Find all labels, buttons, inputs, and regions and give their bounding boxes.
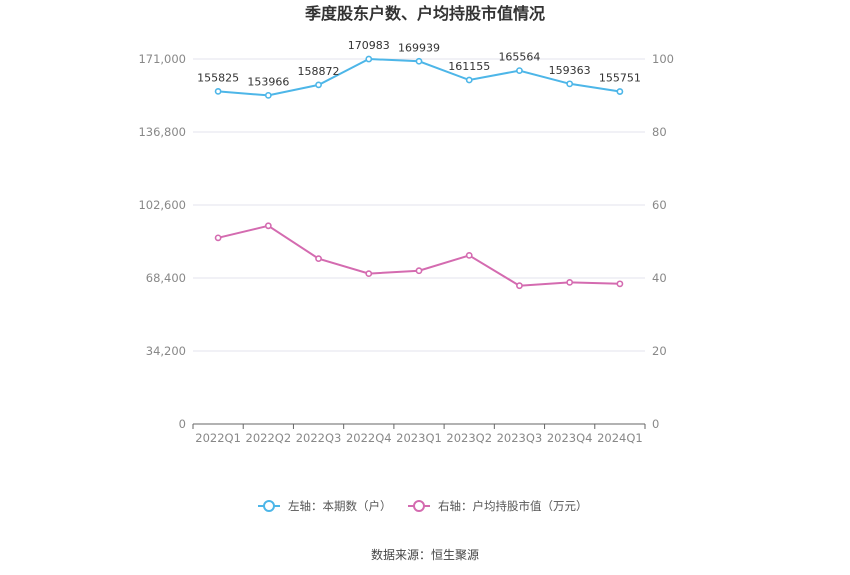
right-axis-tick-label: 20 <box>652 344 667 358</box>
data-point-right[interactable] <box>365 270 373 278</box>
data-point-right[interactable] <box>315 255 322 263</box>
data-label: 155751 <box>599 72 641 85</box>
data-point-right[interactable] <box>465 251 473 259</box>
grid-layer <box>193 58 645 352</box>
data-label: 153966 <box>247 75 289 88</box>
right-axis-tick-label: 80 <box>652 125 667 139</box>
data-point-left[interactable] <box>566 80 574 88</box>
data-label: 155825 <box>197 71 239 84</box>
data-label: 170983 <box>348 39 390 52</box>
data-label: 159363 <box>549 64 591 77</box>
data-point-right[interactable] <box>566 278 574 286</box>
left-axis-tick-label: 34,200 <box>146 344 186 358</box>
x-axis-tick-label: 2023Q1 <box>396 431 442 445</box>
label-layer: 155825 153966 158872 170983 169939 161155 1655… <box>197 39 641 88</box>
data-point-right[interactable] <box>214 234 222 242</box>
data-label: 158872 <box>298 65 340 78</box>
x-axis-tick-label: 2022Q2 <box>246 431 292 445</box>
legend[interactable]: 左轴：本期数（户） 右轴：户均持股市值（万元） <box>258 499 588 513</box>
left-axis-tick-label: 171,000 <box>138 52 186 66</box>
series-line-right <box>217 224 620 287</box>
x-axis-tick-label: 2023Q4 <box>547 431 593 445</box>
right-axis-tick-label: 0 <box>652 417 659 431</box>
legend-swatch-marker <box>413 500 425 512</box>
data-point-left[interactable] <box>365 55 373 63</box>
data-label: 161155 <box>448 60 490 73</box>
x-axis-tick-label: 2024Q1 <box>597 431 643 445</box>
x-axis-tick-label: 2023Q3 <box>497 431 543 445</box>
data-point-left[interactable] <box>516 67 523 75</box>
right-axis-tick-label: 100 <box>652 52 674 66</box>
chart-title: 季度股东户数、户均持股市值情况 <box>304 4 545 23</box>
data-point-right[interactable] <box>616 280 624 288</box>
x-axis-tick-label: 2023Q2 <box>446 431 492 445</box>
data-point-left[interactable] <box>415 57 423 65</box>
axis-layer: 0 34,200 68,400 102,600 136,800 171,000 0 20 40 6… <box>138 52 674 445</box>
series-layer <box>214 55 624 290</box>
legend-entry-label[interactable]: 右轴：户均持股市值（万元） <box>438 499 588 513</box>
right-axis-tick-label: 40 <box>652 271 667 285</box>
x-axis-tick-label: 2022Q3 <box>296 431 342 445</box>
left-axis-tick-label: 136,800 <box>138 125 186 139</box>
data-point-right[interactable] <box>415 267 423 275</box>
data-point-left[interactable] <box>315 81 322 89</box>
data-label: 169939 <box>398 41 440 54</box>
data-point-right[interactable] <box>264 222 272 230</box>
left-axis-tick-label: 0 <box>179 417 186 431</box>
right-axis-tick-label: 60 <box>652 198 667 212</box>
x-axis-tick-label: 2022Q4 <box>346 431 392 445</box>
data-point-left[interactable] <box>465 76 473 84</box>
legend-entry-label[interactable]: 左轴：本期数（户） <box>288 499 392 513</box>
legend-swatch-marker <box>263 500 275 512</box>
data-point-left[interactable] <box>616 88 624 95</box>
left-axis-tick-label: 68,400 <box>146 271 186 285</box>
data-point-right[interactable] <box>516 282 523 290</box>
data-point-left[interactable] <box>264 91 272 99</box>
source-note: 数据来源：恒生聚源 <box>371 547 479 562</box>
data-label: 165564 <box>498 51 540 64</box>
x-axis-tick-label: 2022Q1 <box>195 431 241 445</box>
data-point-left[interactable] <box>214 87 222 95</box>
left-axis-tick-label: 102,600 <box>138 198 186 212</box>
